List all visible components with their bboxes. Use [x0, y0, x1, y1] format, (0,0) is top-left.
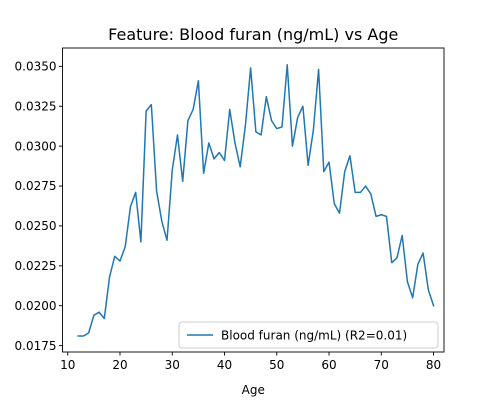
y-tick-label: 0.0350 — [15, 60, 57, 74]
y-tick-label: 0.0275 — [15, 179, 57, 193]
legend: Blood furan (ng/mL) (R2=0.01) — [178, 321, 439, 349]
x-tick-label: 50 — [269, 358, 284, 372]
y-tick-label: 0.0175 — [15, 339, 57, 353]
x-tick-label: 30 — [165, 358, 180, 372]
series-line — [77, 64, 435, 337]
x-tick-label: 10 — [60, 358, 75, 372]
legend-box — [178, 321, 439, 349]
y-tick-label: 0.0250 — [15, 219, 57, 233]
y-tick-label: 0.0300 — [15, 139, 57, 153]
y-tick-label: 0.0225 — [15, 259, 57, 273]
x-axis-title: Age — [242, 383, 265, 397]
x-tick-label: 40 — [217, 358, 232, 372]
plot-area: 10 20 30 40 50 60 70 80 0.0175 0.0200 0.0225 0.0250… — [15, 47, 445, 372]
x-tick-label: 80 — [426, 358, 441, 372]
legend-label: Blood furan (ng/mL) (R2=0.01) — [221, 328, 407, 342]
chart-title: Feature: Blood furan (ng/mL) vs Age — [108, 25, 398, 44]
y-tick-label: 0.0200 — [15, 299, 57, 313]
plot-frame — [62, 47, 445, 353]
x-tick-label: 20 — [112, 358, 127, 372]
x-tick-label: 70 — [374, 358, 389, 372]
y-tick-label: 0.0325 — [15, 99, 57, 113]
x-tick-label: 60 — [321, 358, 336, 372]
